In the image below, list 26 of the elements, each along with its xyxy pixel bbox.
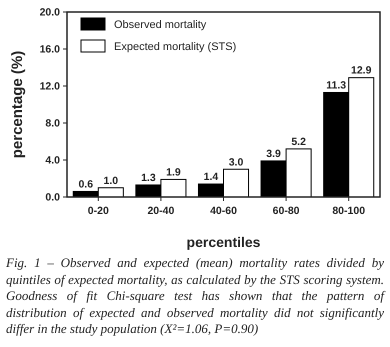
y-tick-label: 0.0 <box>45 192 60 204</box>
data-label: 12.9 <box>351 64 372 77</box>
data-label: 1.4 <box>204 171 218 184</box>
legend-label: Observed mortality <box>114 18 207 31</box>
data-label: 0.6 <box>78 178 94 190</box>
y-tick-label: 8.0 <box>45 118 60 130</box>
y-tick-label: 4.0 <box>45 154 60 167</box>
x-tick-label: 0-20 <box>88 205 109 217</box>
x-tick-label: 80-100 <box>332 205 366 217</box>
x-axis-title: percentiles <box>186 234 261 250</box>
x-tick-label: 40-60 <box>210 205 238 217</box>
y-tick-label: 16.0 <box>40 44 60 56</box>
data-label: 1.3 <box>141 172 156 184</box>
data-label: 1.9 <box>166 166 181 178</box>
data-label: 3.0 <box>228 156 244 168</box>
y-tick-label: 12.0 <box>40 80 60 93</box>
data-label: 1.0 <box>104 174 118 187</box>
x-tick-label: 60-80 <box>272 205 300 217</box>
data-label: 11.3 <box>326 79 346 92</box>
x-tick-label: 20-40 <box>147 205 174 217</box>
data-label: 5.2 <box>291 136 306 148</box>
legend-label: Expected mortality (STS) <box>114 40 236 53</box>
caption: Fig. 1 – Observed and expected (mean) mortality rates divided by quintiles of expected mortality, as calculated by the STS scoring system. Goodness of fit Chi-square test has shown that the pattern of distribution of expected and observed mortality did not significantly differ in the study population (X²=1.06, P=0.90) <box>6 255 384 338</box>
data-label: 3.9 <box>266 148 282 160</box>
y-tick-label: 20.0 <box>40 6 60 19</box>
y-axis-title: percentage (%) <box>9 50 26 158</box>
